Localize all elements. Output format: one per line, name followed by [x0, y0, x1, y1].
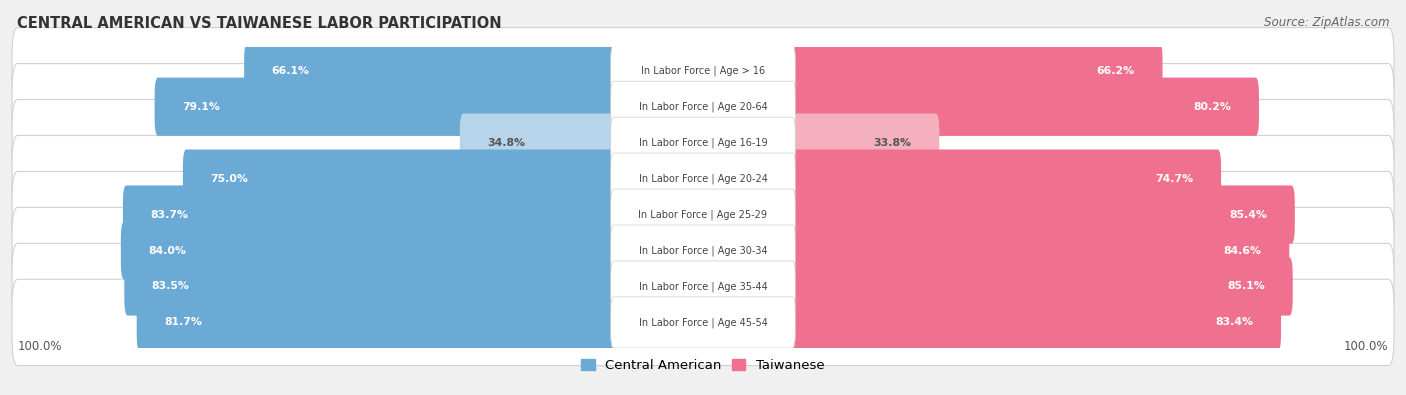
FancyBboxPatch shape [610, 225, 796, 276]
FancyBboxPatch shape [700, 186, 1295, 244]
FancyBboxPatch shape [610, 189, 796, 240]
Text: 81.7%: 81.7% [165, 318, 202, 327]
FancyBboxPatch shape [124, 258, 706, 316]
Text: 66.1%: 66.1% [271, 66, 309, 76]
FancyBboxPatch shape [136, 293, 706, 352]
FancyBboxPatch shape [700, 293, 1281, 352]
FancyBboxPatch shape [610, 45, 796, 96]
Text: In Labor Force | Age 20-64: In Labor Force | Age 20-64 [638, 102, 768, 112]
Text: In Labor Force | Age 30-34: In Labor Force | Age 30-34 [638, 245, 768, 256]
FancyBboxPatch shape [610, 117, 796, 168]
FancyBboxPatch shape [700, 41, 1163, 100]
FancyBboxPatch shape [13, 279, 1393, 366]
FancyBboxPatch shape [122, 186, 706, 244]
Text: In Labor Force | Age > 16: In Labor Force | Age > 16 [641, 66, 765, 76]
FancyBboxPatch shape [700, 258, 1292, 316]
FancyBboxPatch shape [183, 149, 706, 208]
FancyBboxPatch shape [700, 113, 939, 172]
FancyBboxPatch shape [13, 135, 1393, 222]
FancyBboxPatch shape [13, 171, 1393, 258]
FancyBboxPatch shape [610, 153, 796, 204]
Text: 85.1%: 85.1% [1227, 282, 1265, 292]
FancyBboxPatch shape [13, 64, 1393, 150]
Text: 84.6%: 84.6% [1223, 246, 1261, 256]
Text: 85.4%: 85.4% [1229, 210, 1267, 220]
FancyBboxPatch shape [610, 81, 796, 132]
FancyBboxPatch shape [13, 243, 1393, 329]
Text: CENTRAL AMERICAN VS TAIWANESE LABOR PARTICIPATION: CENTRAL AMERICAN VS TAIWANESE LABOR PART… [17, 16, 502, 31]
FancyBboxPatch shape [121, 222, 706, 280]
Text: 83.5%: 83.5% [152, 282, 190, 292]
Text: 79.1%: 79.1% [183, 102, 219, 112]
FancyBboxPatch shape [700, 149, 1220, 208]
Text: 80.2%: 80.2% [1194, 102, 1232, 112]
FancyBboxPatch shape [700, 222, 1289, 280]
Text: 75.0%: 75.0% [211, 174, 249, 184]
Text: 74.7%: 74.7% [1156, 174, 1194, 184]
FancyBboxPatch shape [460, 113, 706, 172]
Text: In Labor Force | Age 16-19: In Labor Force | Age 16-19 [638, 137, 768, 148]
Text: 100.0%: 100.0% [17, 340, 62, 354]
FancyBboxPatch shape [245, 41, 706, 100]
Legend: Central American, Taiwanese: Central American, Taiwanese [576, 354, 830, 377]
Text: In Labor Force | Age 45-54: In Labor Force | Age 45-54 [638, 317, 768, 328]
Text: 83.7%: 83.7% [150, 210, 188, 220]
Text: 34.8%: 34.8% [488, 138, 526, 148]
Text: Source: ZipAtlas.com: Source: ZipAtlas.com [1264, 16, 1389, 29]
Text: 66.2%: 66.2% [1097, 66, 1135, 76]
Text: 33.8%: 33.8% [873, 138, 911, 148]
Text: 84.0%: 84.0% [149, 246, 186, 256]
FancyBboxPatch shape [13, 28, 1393, 114]
Text: In Labor Force | Age 35-44: In Labor Force | Age 35-44 [638, 281, 768, 292]
FancyBboxPatch shape [700, 77, 1258, 136]
FancyBboxPatch shape [155, 77, 706, 136]
FancyBboxPatch shape [610, 297, 796, 348]
FancyBboxPatch shape [13, 207, 1393, 293]
FancyBboxPatch shape [13, 100, 1393, 186]
Text: In Labor Force | Age 25-29: In Labor Force | Age 25-29 [638, 209, 768, 220]
FancyBboxPatch shape [610, 261, 796, 312]
Text: 83.4%: 83.4% [1215, 318, 1254, 327]
Text: In Labor Force | Age 20-24: In Labor Force | Age 20-24 [638, 173, 768, 184]
Text: 100.0%: 100.0% [1344, 340, 1389, 354]
